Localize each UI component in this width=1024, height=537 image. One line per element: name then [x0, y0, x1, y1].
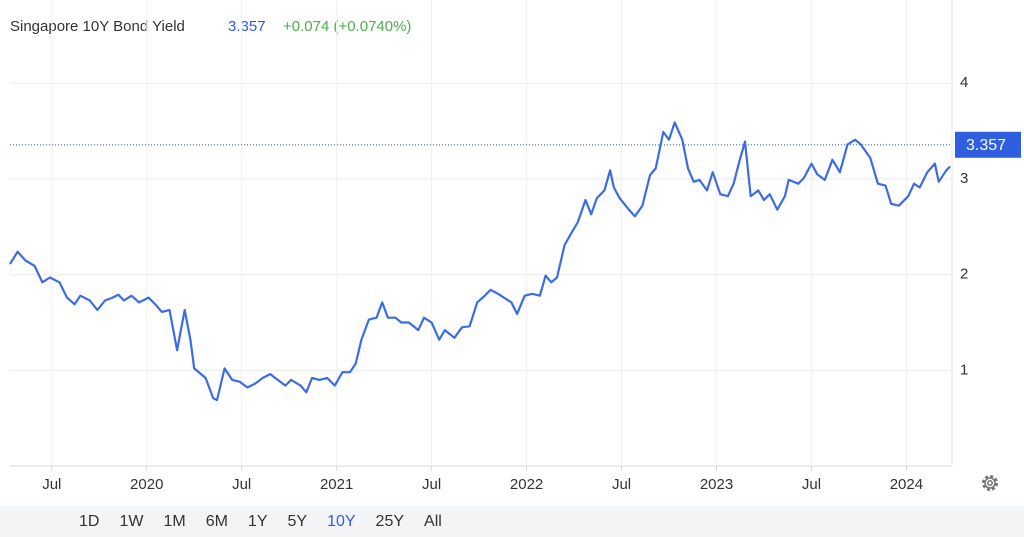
x-tick-label: Jul	[612, 476, 631, 493]
chart: Singapore 10Y Bond Yield 3.357 +0.074 (+…	[9, 0, 1021, 493]
range-button[interactable]: 1D	[79, 512, 100, 530]
x-tick-label: 2020	[130, 476, 163, 493]
grid	[10, 0, 952, 466]
x-tick-label: Jul	[42, 476, 61, 493]
range-button[interactable]: 6M	[205, 512, 228, 530]
x-tick-label: 2021	[320, 476, 353, 493]
y-tick-label: 2	[960, 266, 968, 283]
chart-title: Singapore 10Y Bond Yield	[10, 18, 185, 35]
x-tick-label: Jul	[802, 476, 821, 493]
range-button[interactable]: All	[424, 512, 442, 530]
range-button[interactable]: 1W	[119, 512, 144, 530]
range-button[interactable]: 1Y	[247, 512, 268, 530]
y-tick-label: 3	[960, 170, 968, 187]
last-value-badge	[955, 131, 1021, 158]
last-value: 3.357	[228, 18, 266, 35]
data-line	[9, 121, 951, 402]
range-button[interactable]: 10Y	[327, 512, 356, 530]
x-tick-label: 2023	[700, 476, 733, 493]
x-tick-label: Jul	[422, 476, 441, 493]
x-tick-label: Jul	[232, 476, 251, 493]
y-tick-label: 4	[960, 74, 968, 91]
change: +0.074 (+0.0740%)	[283, 18, 411, 35]
last-value-label: 3.357	[966, 137, 1006, 154]
x-tick-label: 2022	[510, 476, 543, 493]
x-tick-label: 2024	[890, 476, 923, 493]
range-button[interactable]: 25Y	[375, 512, 405, 530]
range-button[interactable]: 1M	[163, 512, 186, 530]
range-bar: 1D 1W 1M 6M 1Y 5Y 10Y 25Y All	[0, 506, 1024, 537]
range-button[interactable]: 5Y	[287, 512, 308, 530]
y-tick-label: 1	[960, 361, 968, 378]
settings-icon[interactable]	[982, 475, 998, 491]
